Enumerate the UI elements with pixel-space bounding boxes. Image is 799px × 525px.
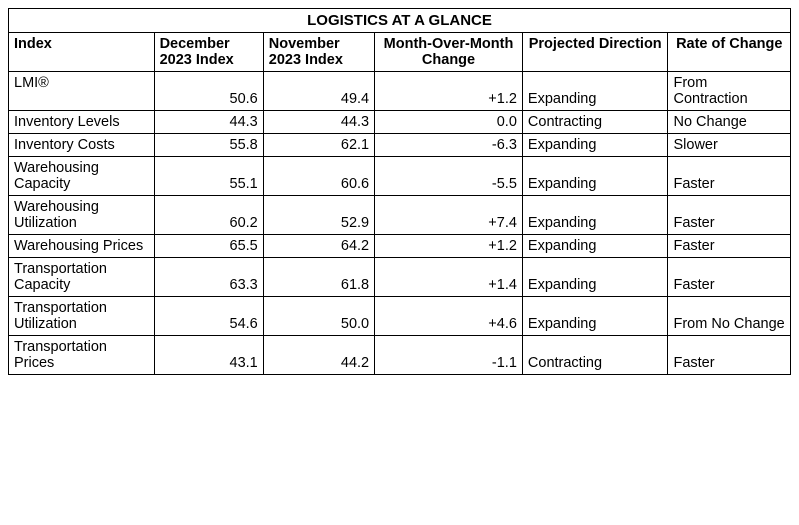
col-header-proj: Projected Direction bbox=[522, 33, 668, 72]
cell-nov: 60.6 bbox=[263, 157, 374, 196]
cell-proj: Expanding bbox=[522, 196, 668, 235]
cell-proj: Expanding bbox=[522, 297, 668, 336]
cell-dec: 60.2 bbox=[154, 196, 263, 235]
cell-proj: Contracting bbox=[522, 111, 668, 134]
cell-nov: 50.0 bbox=[263, 297, 374, 336]
cell-index: LMI® bbox=[9, 72, 155, 111]
table-row: Transportation Capacity63.361.8+1.4Expan… bbox=[9, 258, 791, 297]
table-row: Transportation Utilization54.650.0+4.6Ex… bbox=[9, 297, 791, 336]
col-header-index: Index bbox=[9, 33, 155, 72]
cell-index: Warehousing Prices bbox=[9, 235, 155, 258]
cell-mom: +4.6 bbox=[375, 297, 523, 336]
table-row: Warehousing Capacity55.160.6-5.5Expandin… bbox=[9, 157, 791, 196]
cell-rate: Faster bbox=[668, 196, 791, 235]
cell-rate: Faster bbox=[668, 235, 791, 258]
cell-mom: 0.0 bbox=[375, 111, 523, 134]
cell-proj: Expanding bbox=[522, 258, 668, 297]
cell-dec: 65.5 bbox=[154, 235, 263, 258]
table-title-row: LOGISTICS AT A GLANCE bbox=[9, 9, 791, 33]
cell-index: Warehousing Utilization bbox=[9, 196, 155, 235]
logistics-table: LOGISTICS AT A GLANCE Index December 202… bbox=[8, 8, 791, 375]
cell-nov: 49.4 bbox=[263, 72, 374, 111]
col-header-rate: Rate of Change bbox=[668, 33, 791, 72]
table-title: LOGISTICS AT A GLANCE bbox=[9, 9, 791, 33]
cell-nov: 64.2 bbox=[263, 235, 374, 258]
cell-mom: +1.4 bbox=[375, 258, 523, 297]
cell-mom: -5.5 bbox=[375, 157, 523, 196]
cell-nov: 62.1 bbox=[263, 134, 374, 157]
cell-mom: +7.4 bbox=[375, 196, 523, 235]
cell-index: Transportation Capacity bbox=[9, 258, 155, 297]
table-row: Transportation Prices43.144.2-1.1Contrac… bbox=[9, 336, 791, 375]
cell-index: Inventory Costs bbox=[9, 134, 155, 157]
cell-mom: -1.1 bbox=[375, 336, 523, 375]
cell-index: Transportation Prices bbox=[9, 336, 155, 375]
cell-dec: 63.3 bbox=[154, 258, 263, 297]
cell-rate: Slower bbox=[668, 134, 791, 157]
col-header-mom: Month-Over-Month Change bbox=[375, 33, 523, 72]
cell-mom: +1.2 bbox=[375, 72, 523, 111]
cell-rate: Faster bbox=[668, 336, 791, 375]
cell-dec: 54.6 bbox=[154, 297, 263, 336]
table-row: Warehousing Prices65.564.2+1.2ExpandingF… bbox=[9, 235, 791, 258]
cell-dec: 50.6 bbox=[154, 72, 263, 111]
cell-proj: Contracting bbox=[522, 336, 668, 375]
cell-mom: -6.3 bbox=[375, 134, 523, 157]
table-row: Inventory Costs55.862.1-6.3ExpandingSlow… bbox=[9, 134, 791, 157]
cell-mom: +1.2 bbox=[375, 235, 523, 258]
col-header-dec: December 2023 Index bbox=[154, 33, 263, 72]
cell-nov: 44.3 bbox=[263, 111, 374, 134]
cell-dec: 44.3 bbox=[154, 111, 263, 134]
cell-rate: Faster bbox=[668, 258, 791, 297]
cell-nov: 61.8 bbox=[263, 258, 374, 297]
cell-rate: From Contraction bbox=[668, 72, 791, 111]
cell-rate: From No Change bbox=[668, 297, 791, 336]
cell-rate: Faster bbox=[668, 157, 791, 196]
cell-index: Warehousing Capacity bbox=[9, 157, 155, 196]
cell-rate: No Change bbox=[668, 111, 791, 134]
cell-proj: Expanding bbox=[522, 235, 668, 258]
col-header-nov: November 2023 Index bbox=[263, 33, 374, 72]
cell-proj: Expanding bbox=[522, 134, 668, 157]
cell-proj: Expanding bbox=[522, 72, 668, 111]
cell-nov: 52.9 bbox=[263, 196, 374, 235]
cell-dec: 55.1 bbox=[154, 157, 263, 196]
cell-index: Transportation Utilization bbox=[9, 297, 155, 336]
cell-dec: 55.8 bbox=[154, 134, 263, 157]
cell-nov: 44.2 bbox=[263, 336, 374, 375]
cell-proj: Expanding bbox=[522, 157, 668, 196]
table-row: Inventory Levels44.344.30.0ContractingNo… bbox=[9, 111, 791, 134]
cell-dec: 43.1 bbox=[154, 336, 263, 375]
table-header-row: Index December 2023 Index November 2023 … bbox=[9, 33, 791, 72]
table-row: LMI®50.649.4+1.2ExpandingFrom Contractio… bbox=[9, 72, 791, 111]
table-row: Warehousing Utilization60.252.9+7.4Expan… bbox=[9, 196, 791, 235]
cell-index: Inventory Levels bbox=[9, 111, 155, 134]
